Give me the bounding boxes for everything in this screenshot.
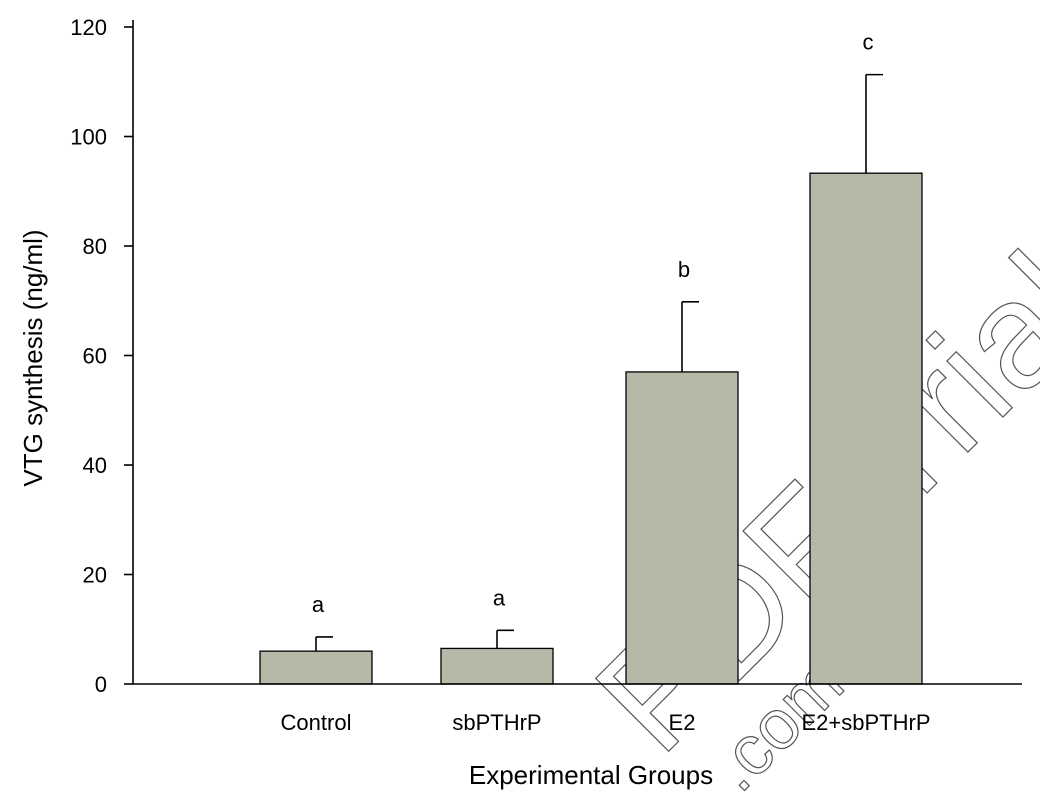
- y-tick-label-5: 100: [70, 125, 107, 150]
- significance-label-0: a: [312, 592, 325, 617]
- bar-3: [809, 172, 923, 685]
- x-tick-label-3: E2+sbPTHrP: [802, 710, 931, 735]
- significance-labels: a a b c: [312, 30, 874, 617]
- y-tick-label-3: 60: [83, 344, 107, 369]
- bar-0: [259, 650, 373, 685]
- x-tick-label-2: E2: [669, 710, 696, 735]
- y-tick-label-6: 120: [70, 15, 107, 40]
- y-tick-label-4: 80: [83, 234, 107, 259]
- x-tick-label-0: Control: [281, 710, 352, 735]
- x-tick-labels: Control sbPTHrP E2 E2+sbPTHrP: [281, 710, 931, 735]
- significance-label-3: c: [863, 30, 874, 55]
- bar-1: [440, 647, 554, 685]
- y-ticks: 0 20 40 60 80 100 120: [70, 15, 133, 697]
- y-axis-title: VTG synthesis (ng/ml): [18, 229, 48, 486]
- y-tick-label-1: 20: [83, 563, 107, 588]
- x-axis-title: Experimental Groups: [469, 760, 713, 790]
- bar-2: [625, 371, 739, 685]
- error-bars: [315, 73, 883, 652]
- significance-label-1: a: [493, 585, 506, 610]
- y-tick-label-0: 0: [95, 672, 107, 697]
- significance-label-2: b: [678, 257, 690, 282]
- x-tick-label-1: sbPTHrP: [452, 710, 541, 735]
- bars: [259, 172, 923, 685]
- y-tick-label-2: 40: [83, 453, 107, 478]
